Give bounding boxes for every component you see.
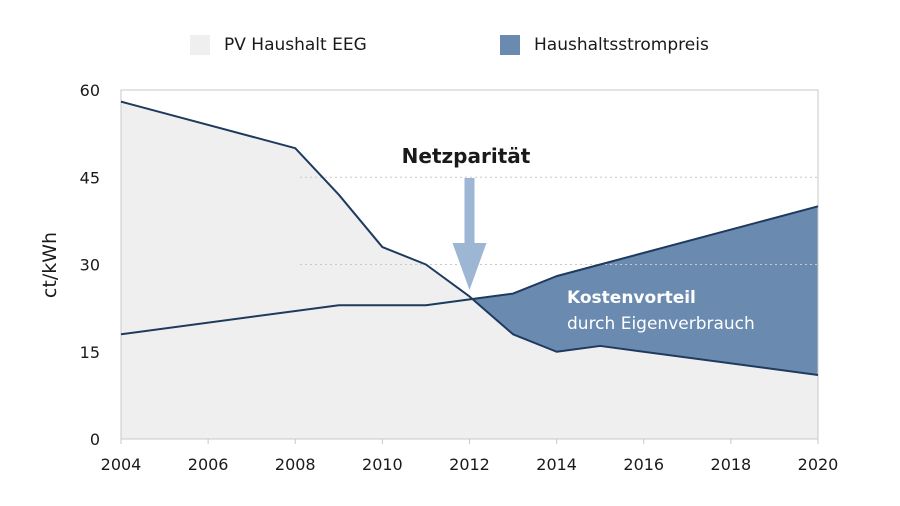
y-tick-label: 30 [80,256,100,275]
x-tick-label: 2014 [536,455,577,474]
netzparitaet-label: Netzparität [402,144,531,168]
y-tick-label: 60 [80,81,100,100]
advantage-area [472,206,818,376]
legend-swatch-pv [190,35,210,55]
advantage-label-bold: Kostenvorteil [567,288,696,308]
legend-swatch-haushaltsstrompreis [500,35,520,55]
series-line-pv [120,100,819,377]
legend-label-pv: PV Haushalt EEG [224,35,367,55]
x-tick-label: 2012 [449,455,490,474]
x-tick-label: 2004 [101,455,142,474]
x-tick-label: 2008 [275,455,316,474]
y-axis-label: ct/kWh [39,232,61,298]
y-tick-label: 45 [80,168,100,187]
legend-label-haushaltsstrompreis: Haushaltsstrompreis [534,35,709,55]
x-tick-label: 2016 [623,455,664,474]
x-tick-label: 2018 [711,455,752,474]
series-line-haushaltsstrompreis [120,205,819,336]
x-tick-label: 2020 [798,455,839,474]
netzparitaet-arrow [452,178,487,290]
x-tick-label: 2006 [188,455,229,474]
y-tick-label: 15 [80,343,100,362]
pv-area [121,101,818,439]
legend-item-haushaltsstrompreis: Haushaltsstrompreis [500,35,709,55]
x-tick-label: 2010 [362,455,403,474]
advantage-label: durch Eigenverbrauch [567,314,755,334]
legend-item-pv: PV Haushalt EEG [190,35,367,55]
y-tick-label: 0 [90,430,100,449]
